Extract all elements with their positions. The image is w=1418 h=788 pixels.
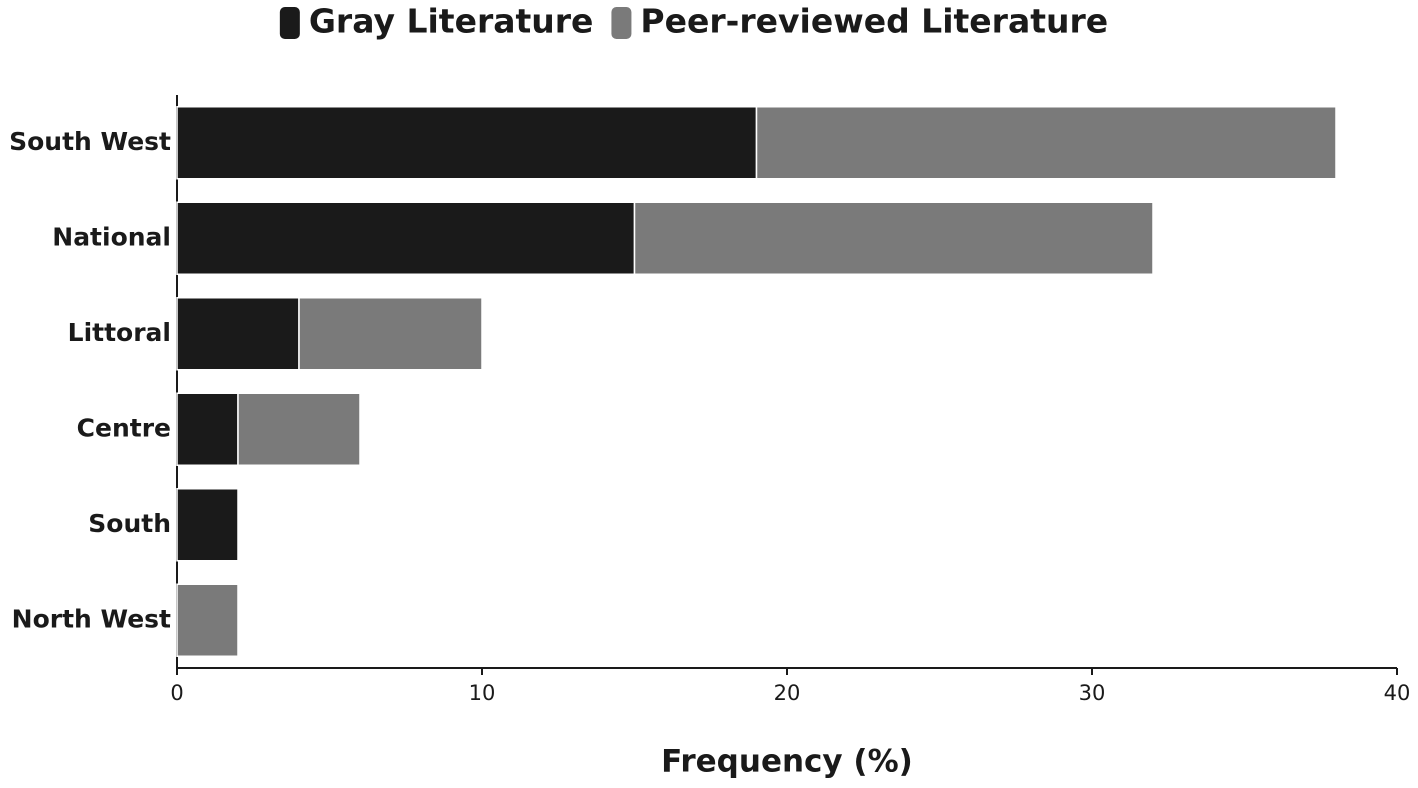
bar-segment <box>237 392 361 466</box>
x-tick-label: 20 <box>774 681 801 705</box>
y-tick-label: South West <box>9 127 171 156</box>
y-tick-label: Littoral <box>68 318 171 347</box>
bar-segment <box>176 106 758 180</box>
x-tick-label: 0 <box>170 681 183 705</box>
bar-segment <box>755 106 1337 180</box>
x-axis-label: Frequency (%) <box>661 744 913 780</box>
bar-segment <box>298 297 483 371</box>
legend-label: Peer-reviewed Literature <box>640 2 1108 41</box>
bar-segment <box>176 488 239 562</box>
x-tick-label: 10 <box>469 681 496 705</box>
bar-segment <box>176 297 300 371</box>
legend-label: Gray Literature <box>309 2 594 41</box>
y-tick-label: North West <box>12 604 171 633</box>
legend-marker <box>279 7 300 39</box>
bar-segment <box>176 583 239 657</box>
y-tick-label: South <box>88 509 171 538</box>
x-tick-label: 40 <box>1384 681 1411 705</box>
bar-segment <box>176 201 636 275</box>
y-tick-label: National <box>52 222 171 251</box>
bar-segment <box>633 201 1154 275</box>
legend-marker <box>611 7 632 39</box>
bar-segment <box>176 392 239 466</box>
x-tick-label: 30 <box>1079 681 1106 705</box>
y-tick-label: Centre <box>77 413 171 442</box>
